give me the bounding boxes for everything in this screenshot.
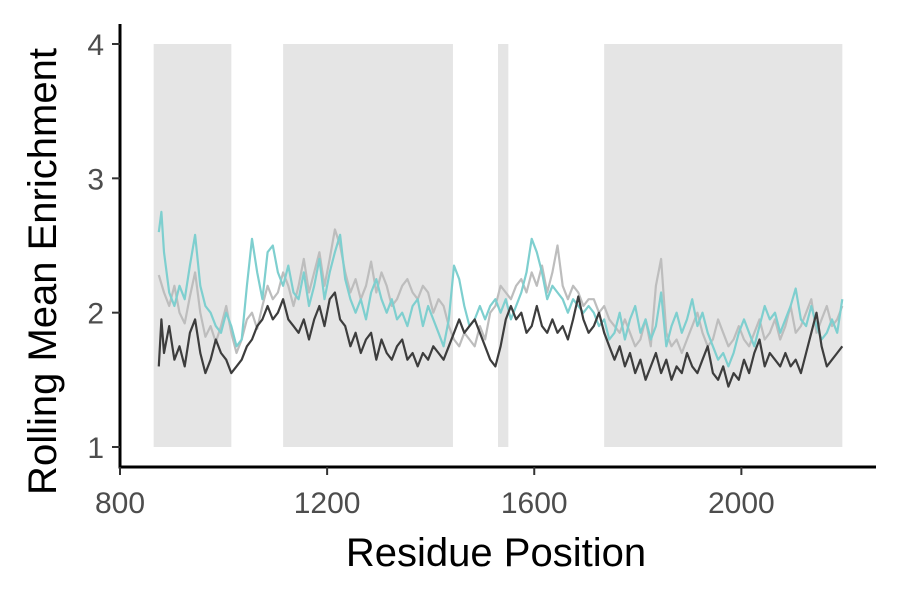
y-tick-label: 4 [87,29,104,62]
y-tick-label: 2 [87,298,104,331]
ticks: 800 1200 1600 2000 1 2 3 4 [87,29,774,520]
axes [118,24,876,469]
y-axis-title: Rolling Mean Enrichment [21,48,65,495]
y-tick-label: 3 [87,163,104,196]
series-line-2 [157,210,844,368]
x-tick-label: 2000 [708,487,775,520]
x-axis-title: Residue Position [346,531,646,575]
y-tick-label: 1 [87,432,104,465]
series-line-3 [157,291,844,388]
series-lines [157,210,844,388]
shaded-region-3 [498,44,509,447]
shaded-region-4 [604,44,843,447]
series-line-1 [157,228,844,355]
shaded-region-2 [283,44,453,447]
x-tick-label: 800 [95,487,145,520]
x-tick-label: 1600 [501,487,568,520]
x-tick-label: 1200 [294,487,361,520]
shaded-regions [153,44,843,447]
